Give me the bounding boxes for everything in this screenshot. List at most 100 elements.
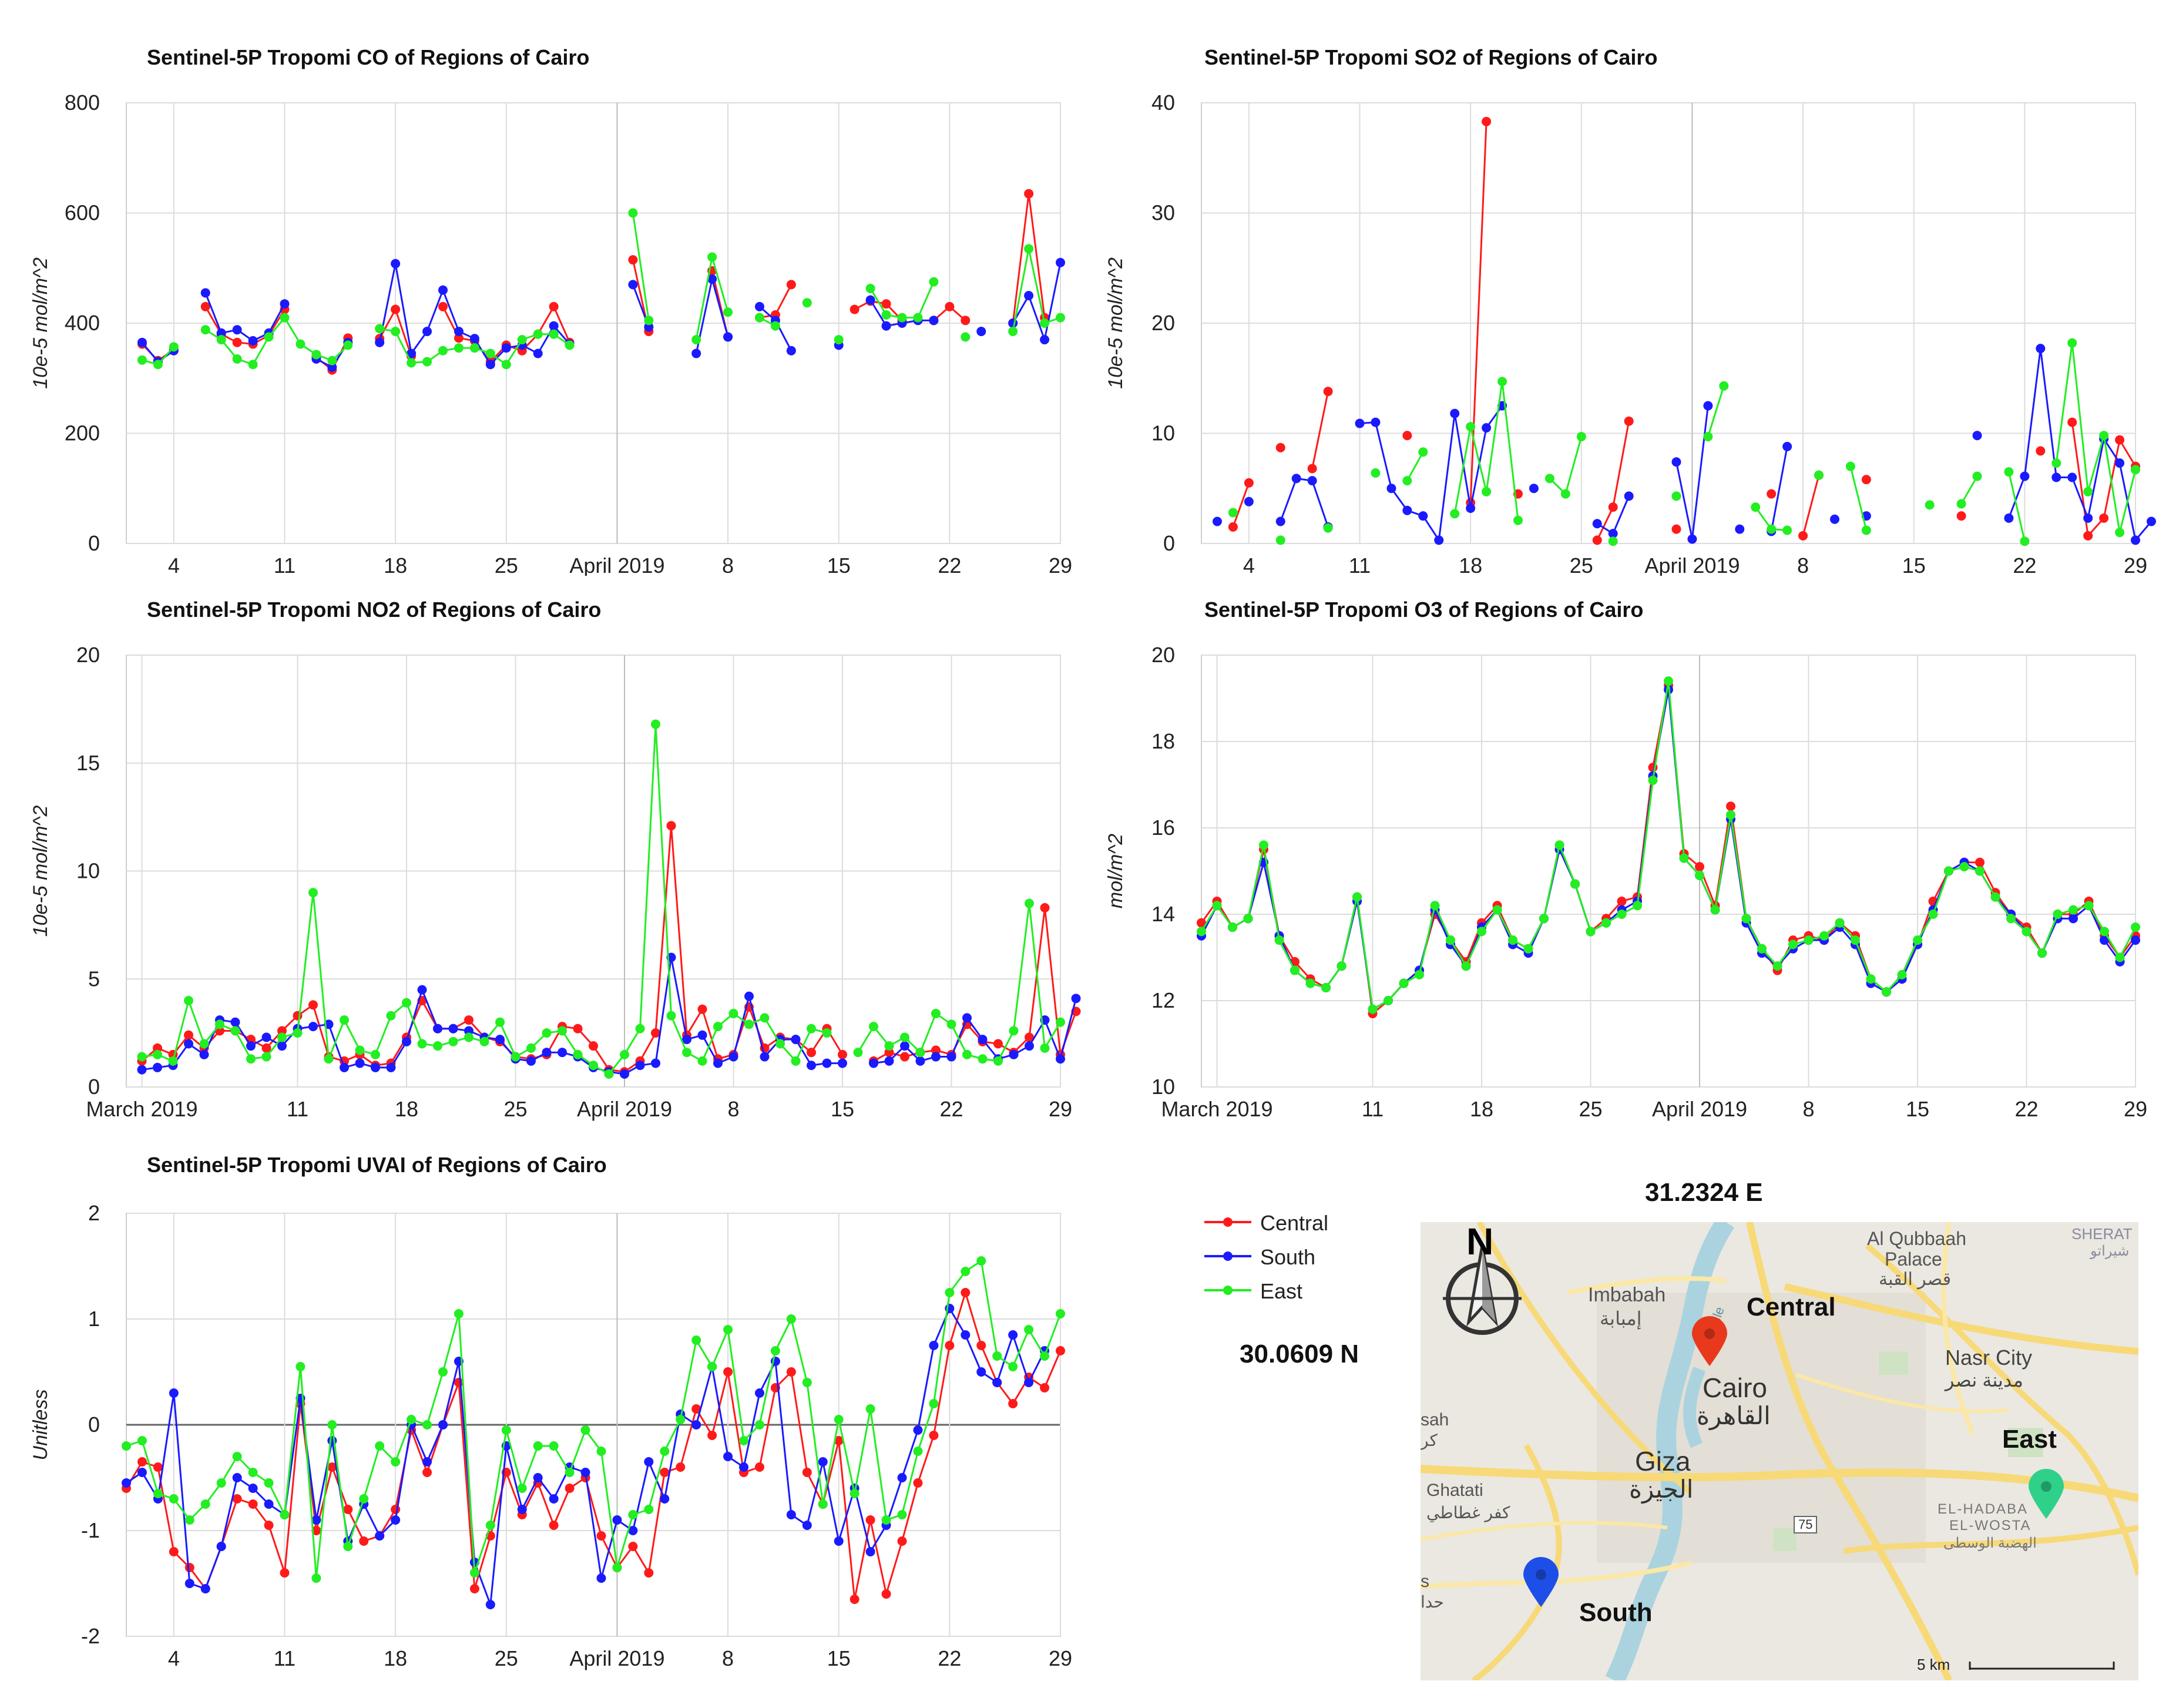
uvai-point-east <box>992 1351 1002 1361</box>
no2-point-central <box>277 1026 287 1036</box>
so2-line-east <box>1707 385 1725 437</box>
uvai-point-east <box>533 1441 543 1451</box>
o3-point-east <box>1601 918 1611 928</box>
co-point-south <box>327 363 337 372</box>
no2-point-east <box>495 1017 505 1027</box>
uvai-point-east <box>232 1452 242 1461</box>
uvai-point-south <box>311 1515 321 1525</box>
uvai-point-east <box>359 1494 369 1504</box>
no2-point-south <box>760 1052 770 1062</box>
so2-point-east <box>1845 461 1855 471</box>
co-ytick-label: 800 <box>65 90 100 115</box>
co-ytick-label: 0 <box>88 531 100 555</box>
uvai-point-east <box>565 1468 575 1477</box>
no2-point-east <box>371 1049 380 1059</box>
uvai-point-east <box>691 1335 701 1345</box>
legend-swatch-east <box>1204 1286 1251 1295</box>
so2-point-central <box>2099 513 2109 523</box>
uvai-point-east <box>469 1568 479 1578</box>
o3-xtick-label: 15 <box>1906 1097 1929 1121</box>
uvai-ytick-label: -1 <box>81 1518 100 1542</box>
uvai-point-central <box>137 1457 147 1467</box>
uvai-point-south <box>596 1573 606 1583</box>
o3-point-east <box>1726 810 1735 820</box>
o3-point-central <box>1726 801 1735 811</box>
uvai-point-south <box>865 1547 875 1556</box>
co-point-east <box>929 277 939 287</box>
o3-xtick-label: 8 <box>1802 1097 1814 1121</box>
co-point-east <box>311 350 321 360</box>
so2-point-central <box>1228 522 1238 532</box>
o3-point-east <box>1788 939 1798 949</box>
o3-point-east <box>1617 910 1627 919</box>
uvai-point-central <box>723 1367 733 1377</box>
central-marker-icon <box>1692 1316 1727 1366</box>
so2-point-east <box>1925 500 1935 510</box>
co-point-south <box>723 332 733 342</box>
no2-xtick-label: 8 <box>727 1097 739 1121</box>
o3-point-east <box>1446 935 1455 945</box>
uvai-xtick-label: 15 <box>827 1646 851 1670</box>
map-label-nasr-city-ar: مدينة نصر <box>1945 1370 2023 1391</box>
no2-point-south <box>308 1022 318 1032</box>
so2-point-east <box>1323 523 1333 533</box>
o3-point-east <box>1415 969 1424 979</box>
no2-point-east <box>184 996 193 1005</box>
uvai-point-east <box>549 1441 559 1451</box>
co-point-south <box>200 288 210 298</box>
no2-point-east <box>635 1024 645 1033</box>
o3-point-east <box>1259 840 1268 850</box>
so2-point-south <box>1529 484 1539 494</box>
no2-point-east <box>558 1026 567 1036</box>
no2-point-east <box>853 1048 863 1058</box>
so2-line-east <box>2055 343 2137 533</box>
uvai-point-central <box>834 1436 844 1445</box>
so2-point-central <box>2067 417 2077 427</box>
no2-point-south <box>915 1056 925 1066</box>
no2-point-south <box>558 1048 567 1058</box>
uvai-point-south <box>485 1600 495 1609</box>
so2-point-south <box>1735 524 1745 534</box>
uvai-point-east <box>786 1314 796 1324</box>
uvai-point-central <box>881 1589 891 1599</box>
map-label-cairo: Cairo <box>1703 1373 1767 1403</box>
uvai-point-south <box>549 1494 559 1504</box>
cairo-map: N Imbabah إمبابة Al Qubbaah Palace قصر ا… <box>1421 1222 2138 1680</box>
co-point-central <box>391 304 401 314</box>
uvai-point-central <box>169 1547 179 1556</box>
co-point-east <box>707 252 717 262</box>
co-point-south <box>533 348 543 358</box>
co-point-east <box>754 313 764 323</box>
co-point-east <box>422 357 432 367</box>
co-point-east <box>961 332 971 342</box>
o3-point-east <box>1851 935 1860 945</box>
no2-xtick-label: 11 <box>287 1097 308 1121</box>
no2-point-central <box>697 1004 707 1014</box>
no2-point-east <box>573 1049 583 1059</box>
uvai-point-east <box>739 1436 749 1445</box>
o3-point-east <box>2131 922 2140 932</box>
uvai-point-east <box>216 1478 226 1488</box>
so2-point-south <box>1291 474 1301 484</box>
co-ytick-label: 600 <box>65 201 100 225</box>
so2-point-east <box>1497 377 1507 387</box>
o3-point-east <box>2084 901 2094 911</box>
so2-point-east <box>1956 499 1966 509</box>
co-line-east <box>869 281 935 319</box>
co-point-east <box>770 321 780 331</box>
o3-ytick-label: 14 <box>1151 902 1175 926</box>
so2-point-south <box>1687 534 1697 544</box>
so2-xtick-label: 22 <box>2013 553 2036 576</box>
uvai-ytick-label: 0 <box>88 1412 100 1437</box>
map-road-shield-75: 75 <box>1794 1516 1818 1533</box>
uvai-point-east <box>311 1573 321 1583</box>
no2-point-central <box>464 1015 474 1025</box>
so2-point-south <box>1466 504 1476 513</box>
uvai-point-south <box>992 1378 1002 1387</box>
uvai-point-east <box>628 1510 638 1519</box>
o3-ytick-label: 18 <box>1151 729 1175 753</box>
co-point-central <box>1024 189 1034 199</box>
no2-point-central <box>1025 1032 1034 1042</box>
so2-line-east <box>1849 466 1868 531</box>
no2-point-south <box>417 985 427 995</box>
